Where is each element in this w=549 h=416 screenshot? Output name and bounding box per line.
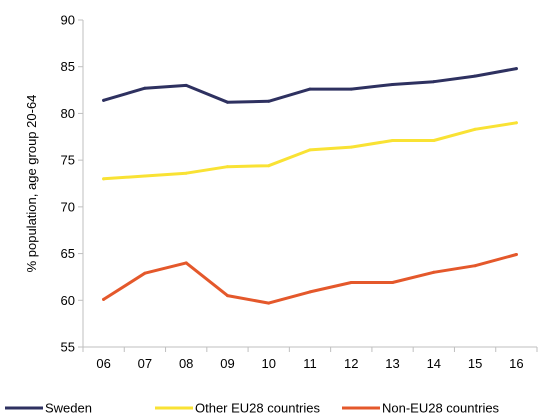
y-axis-title: % population, age group 20-64 — [24, 95, 39, 273]
y-tick-label: 75 — [61, 153, 75, 168]
legend: Sweden Other EU28 countries Non-EU28 count… — [5, 401, 500, 416]
data-point — [473, 74, 477, 78]
data-point — [184, 83, 188, 87]
y-tick-label: 55 — [61, 340, 75, 355]
data-point — [308, 148, 312, 152]
data-point — [225, 100, 229, 104]
ticks-layer: 55 60 65 70 75 80 85 90 06 07 08 09 10 11 12 13 14 15 16 — [61, 13, 524, 372]
series-line-1 — [102, 67, 518, 104]
data-point — [143, 86, 147, 90]
x-tick-label: 06 — [96, 356, 110, 371]
x-tick-label: 14 — [427, 356, 441, 371]
data-point — [225, 294, 229, 298]
data-point — [267, 301, 271, 305]
x-tick-label: 11 — [303, 356, 317, 371]
x-tick-label: 15 — [468, 356, 482, 371]
data-point — [473, 264, 477, 268]
data-point — [102, 297, 106, 301]
x-tick-label: 08 — [179, 356, 193, 371]
data-point — [102, 177, 106, 181]
data-point — [349, 281, 353, 285]
x-tick-label: 16 — [509, 356, 523, 371]
data-point — [143, 271, 147, 275]
data-point — [391, 139, 395, 143]
legend-label: Other EU28 countries — [195, 401, 321, 416]
data-point — [143, 174, 147, 178]
data-point — [391, 281, 395, 285]
data-point — [432, 139, 436, 143]
data-point — [102, 98, 106, 102]
data-point — [349, 87, 353, 91]
data-point — [473, 127, 477, 131]
data-point — [349, 145, 353, 149]
data-point — [514, 121, 518, 125]
data-point — [308, 290, 312, 294]
data-point — [432, 80, 436, 84]
x-tick-label: 13 — [385, 356, 399, 371]
x-tick-label: 10 — [261, 356, 275, 371]
y-tick-label: 85 — [61, 59, 75, 74]
data-point — [308, 87, 312, 91]
series-layer — [102, 67, 518, 305]
data-point — [184, 261, 188, 265]
y-tick-label: 60 — [61, 293, 75, 308]
y-tick-label: 80 — [61, 106, 75, 121]
data-point — [184, 171, 188, 175]
data-point — [267, 164, 271, 168]
axes-layer — [78, 19, 538, 352]
data-point — [514, 253, 518, 257]
legend-label: Non-EU28 countries — [382, 401, 500, 416]
data-point — [225, 165, 229, 169]
y-tick-label: 65 — [61, 246, 75, 261]
y-tick-label: 70 — [61, 199, 75, 214]
x-tick-label: 12 — [344, 356, 358, 371]
data-point — [514, 67, 518, 71]
legend-label: Sweden — [45, 401, 92, 416]
data-point — [391, 82, 395, 86]
data-point — [267, 99, 271, 103]
y-tick-label: 90 — [61, 13, 75, 28]
x-tick-label: 09 — [220, 356, 234, 371]
series-line-3 — [102, 253, 518, 305]
data-point — [432, 270, 436, 274]
x-tick-label: 07 — [138, 356, 152, 371]
